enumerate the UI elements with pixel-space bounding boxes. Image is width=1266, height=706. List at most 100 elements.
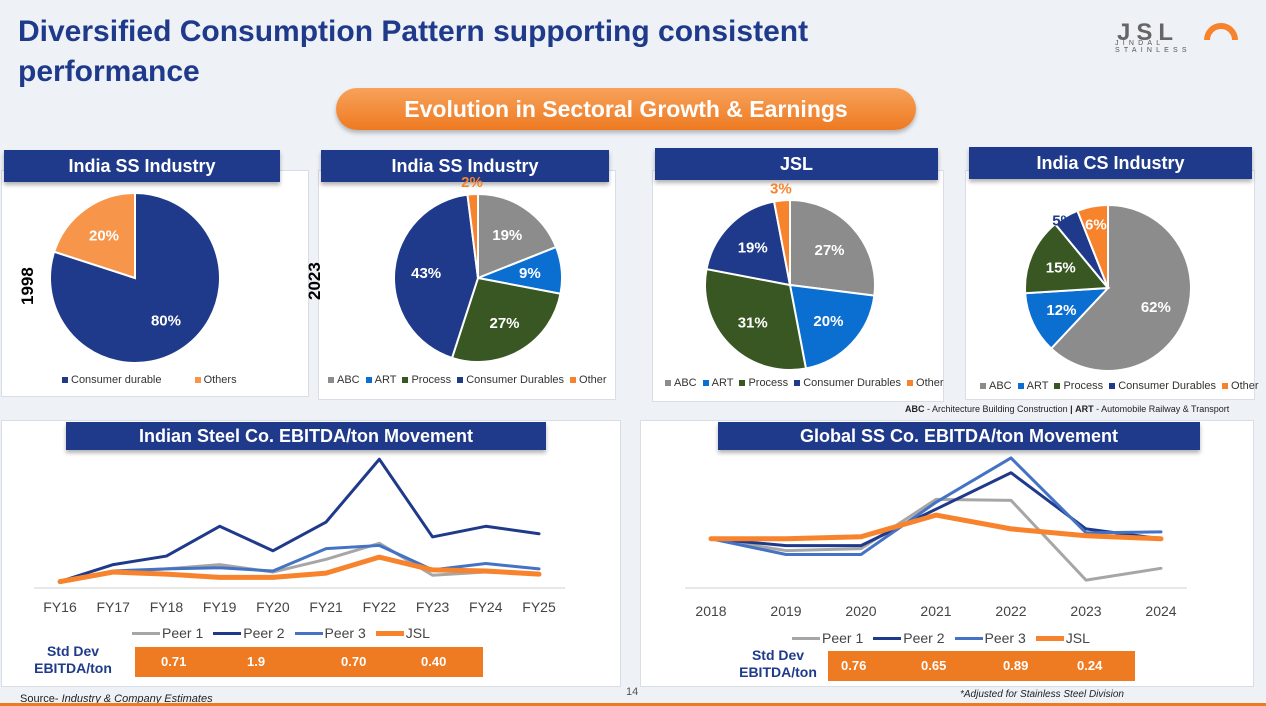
legend-item: Consumer Durables bbox=[803, 377, 902, 389]
std-dev-label-left: Std Dev EBITDA/ton bbox=[34, 643, 112, 676]
x-tick-label: FY17 bbox=[96, 599, 130, 615]
source-note: Source- Industry & Company Estimates bbox=[20, 693, 213, 705]
x-tick-label: FY25 bbox=[522, 599, 556, 615]
pie-slice-label: 62% bbox=[1141, 299, 1171, 316]
x-tick-label: FY21 bbox=[309, 599, 343, 615]
pie-slice bbox=[477, 192, 558, 280]
pie-slice-label: 6% bbox=[1085, 216, 1107, 233]
legend-item: Peer 2 bbox=[243, 625, 285, 641]
logo-text: JSL bbox=[1117, 19, 1179, 46]
series-line-peer-1 bbox=[709, 497, 1163, 582]
x-tick-label: FY16 bbox=[43, 599, 77, 615]
pie-slice-label: 20% bbox=[813, 313, 843, 330]
pie-slice-label: 19% bbox=[738, 240, 768, 257]
x-tick-label: FY24 bbox=[469, 599, 503, 615]
std-dev-value: 0.70 bbox=[341, 654, 367, 669]
series-line-jsl bbox=[57, 554, 542, 585]
series-line-jsl bbox=[708, 512, 1164, 542]
std-dev-bar-left: 0.71 1.9 0.70 0.40 bbox=[135, 647, 483, 677]
jsl-logo: JSL bbox=[1117, 19, 1238, 46]
bottom-rule bbox=[0, 703, 1266, 706]
abbrev-abc-text: - Architecture Building Construction bbox=[927, 404, 1068, 414]
pie-slice-label: 5% bbox=[1052, 212, 1074, 229]
abbrev-art-text: - Automobile Railway & Transport bbox=[1096, 404, 1230, 414]
legend-item: Process bbox=[411, 374, 452, 386]
x-tick-label: 2022 bbox=[995, 603, 1026, 619]
x-tick-label: 2020 bbox=[845, 603, 876, 619]
abbrev-art: ART bbox=[1075, 404, 1094, 414]
legend-item: Process bbox=[748, 377, 789, 389]
logo-arc-icon bbox=[1204, 23, 1238, 41]
legend-item: Consumer Durables bbox=[1118, 380, 1217, 392]
x-tick-label: FY22 bbox=[363, 599, 397, 615]
pie-slice bbox=[466, 192, 479, 279]
std-dev-value: 0.40 bbox=[421, 654, 447, 669]
x-tick-label: 2018 bbox=[695, 603, 726, 619]
legend-item: Consumer durable bbox=[71, 374, 162, 386]
std-dev-label-right: Std Dev EBITDA/ton bbox=[739, 647, 817, 680]
std-dev-value: 1.9 bbox=[247, 654, 266, 669]
series-line-peer-3 bbox=[58, 543, 541, 584]
x-tick-label: 2024 bbox=[1145, 603, 1176, 619]
line-legend-right: Peer 1 Peer 2 Peer 3 JSL bbox=[782, 630, 1090, 646]
x-tick-label: 2023 bbox=[1070, 603, 1101, 619]
legend-item: ART bbox=[374, 374, 397, 386]
pie-legend-1: Consumer durable Others bbox=[56, 374, 237, 386]
legend-item: Other bbox=[916, 377, 944, 389]
abbreviation-note: ABC - Architecture Building Construction… bbox=[905, 404, 1229, 414]
legend-item: Process bbox=[1063, 380, 1104, 392]
section-banner: Evolution in Sectoral Growth & Earnings bbox=[336, 88, 916, 130]
legend-item: Peer 2 bbox=[903, 630, 945, 646]
pie-slice bbox=[705, 200, 792, 287]
std-dev-value: 0.24 bbox=[1077, 658, 1103, 673]
pie-title-2: India SS Industry bbox=[321, 150, 609, 182]
pie-slice-label: 9% bbox=[519, 265, 541, 282]
pie-slice-label: 27% bbox=[815, 242, 845, 259]
pie-charts: 80% 20% 19% 9% 27% 43% 2% 27% 20% 31% 19% 3% 62% 12% 1… bbox=[49, 174, 1192, 372]
legend-item: JSL bbox=[405, 625, 430, 641]
pie-slice-label: 2% bbox=[461, 174, 483, 191]
pie-slice-label: 19% bbox=[492, 227, 522, 244]
page-title: Diversified Consumption Pattern supporti… bbox=[18, 15, 809, 88]
abbrev-sep: | bbox=[1070, 404, 1073, 414]
std-dev-value: 0.71 bbox=[161, 654, 187, 669]
legend-item: Consumer Durables bbox=[466, 374, 565, 386]
pie-slice bbox=[52, 191, 136, 280]
pie-legend-4: ABC ART Process Consumer Durables Other bbox=[974, 380, 1259, 392]
pie-slice-label: 31% bbox=[738, 314, 768, 331]
pie-title-4: India CS Industry bbox=[969, 147, 1252, 179]
pie-slice-label: 43% bbox=[411, 265, 441, 282]
line-panel-right bbox=[640, 420, 1254, 687]
pie-slice bbox=[1076, 203, 1109, 289]
logo-subtitle: JINDAL STAINLESS bbox=[1115, 40, 1191, 54]
legend-item: ABC bbox=[674, 377, 697, 389]
pie-legend-3: ABC ART Process Consumer Durables Other bbox=[659, 377, 944, 389]
x-tick-label: FY18 bbox=[150, 599, 184, 615]
x-tick-label: 2021 bbox=[920, 603, 951, 619]
std-dev-value: 0.65 bbox=[921, 658, 947, 673]
pie-title-3: JSL bbox=[655, 148, 938, 180]
legend-item: Peer 3 bbox=[324, 625, 366, 641]
x-tick-label: 2019 bbox=[770, 603, 801, 619]
pie-slice bbox=[393, 193, 480, 360]
pie-legend-2: ABC ART Process Consumer Durables Other bbox=[322, 374, 607, 386]
line-title-right: Global SS Co. EBITDA/ton Movement bbox=[718, 422, 1200, 450]
source-text: Industry & Company Estimates bbox=[61, 693, 213, 705]
abbrev-abc: ABC bbox=[905, 404, 925, 414]
legend-item: Other bbox=[579, 374, 607, 386]
pie-slice bbox=[788, 283, 876, 370]
page-number: 14 bbox=[626, 686, 639, 698]
series-line-peer-2 bbox=[709, 471, 1163, 548]
line-title-left: Indian Steel Co. EBITDA/ton Movement bbox=[66, 422, 546, 450]
source-prefix: Source- bbox=[20, 693, 59, 705]
legend-item: Peer 1 bbox=[822, 630, 864, 646]
pie-slice bbox=[772, 198, 791, 286]
legend-item: ABC bbox=[337, 374, 360, 386]
pie-slice-label: 3% bbox=[770, 180, 792, 197]
adjusted-note: *Adjusted for Stainless Steel Division bbox=[960, 689, 1124, 700]
pie-slice-label: 27% bbox=[489, 315, 519, 332]
pie-title-1: India SS Industry bbox=[4, 150, 280, 182]
x-tick-label: FY23 bbox=[416, 599, 450, 615]
series-line-peer-3 bbox=[709, 456, 1163, 557]
legend-item: Peer 3 bbox=[984, 630, 1026, 646]
